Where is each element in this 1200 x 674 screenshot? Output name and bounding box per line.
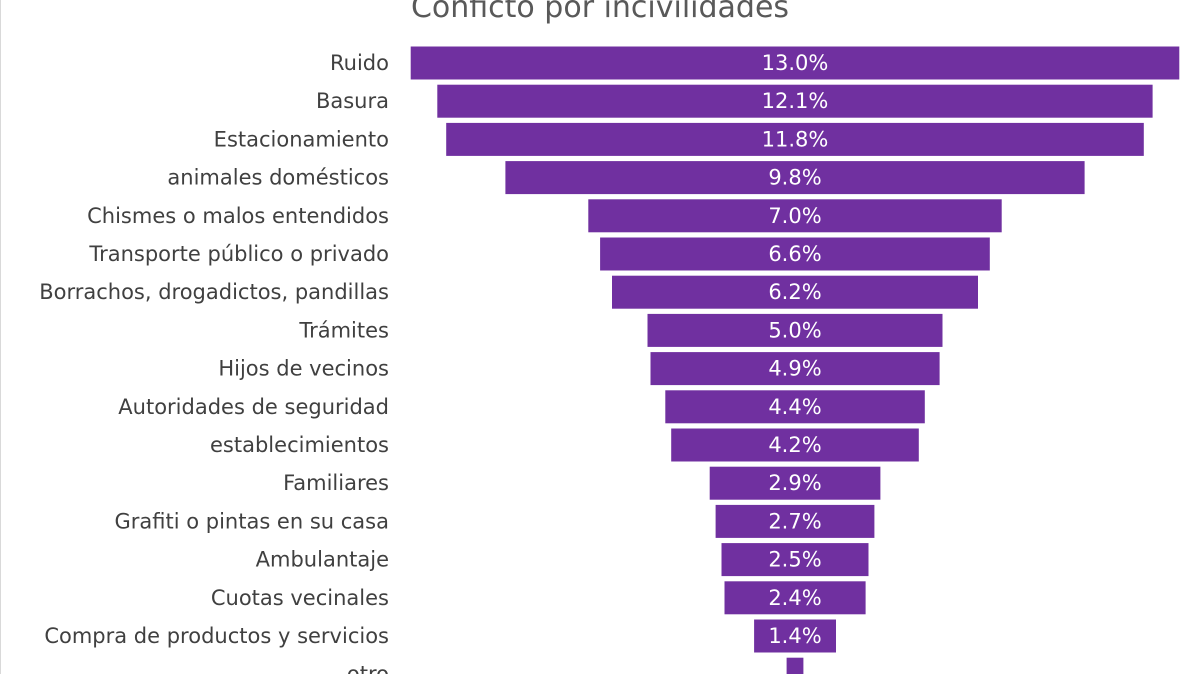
bar-4 <box>587 198 1003 234</box>
data-label: 4.9% <box>768 357 821 381</box>
category-label: establecimientos <box>210 433 389 457</box>
category-label: Familiares <box>283 471 389 495</box>
data-label: 5.0% <box>768 318 821 342</box>
bar-1 <box>436 83 1154 119</box>
bar-5 <box>599 236 991 272</box>
chart-title: Conficto por incivilidades <box>411 0 789 25</box>
category-label: Compra de productos y servicios <box>44 624 389 648</box>
bar-14 <box>723 580 867 616</box>
category-label: Ambulantaje <box>256 548 389 572</box>
data-label: 13.0% <box>762 51 829 75</box>
bar-16 <box>785 656 805 674</box>
category-label: Hijos de vecinos <box>218 357 389 381</box>
data-label: 6.2% <box>768 280 821 304</box>
data-labels: 13.0% 12.1% 11.8% 9.8% 7.0% 6.6% 6.2% 5.0% 4.9% 4… <box>762 51 829 648</box>
category-label: Ruido <box>330 51 389 75</box>
bar-6 <box>611 274 979 310</box>
bar-15 <box>753 618 837 654</box>
category-label: Transporte público o privado <box>88 242 389 266</box>
data-label: 2.4% <box>768 586 821 610</box>
category-label: Basura <box>316 89 389 113</box>
category-label: animales domésticos <box>167 166 389 190</box>
category-label: Autoridades de seguridad <box>118 395 389 419</box>
bar-10 <box>670 427 920 463</box>
category-label: Chismes o malos entendidos <box>87 204 389 228</box>
category-label: Grafiti o pintas en su casa <box>114 509 389 533</box>
data-label: 1.4% <box>768 624 821 648</box>
category-label: otro <box>347 662 389 674</box>
data-label: 2.7% <box>768 509 821 533</box>
category-labels: Ruido Basura Estacionamiento animales domés… <box>39 51 389 674</box>
bar-9 <box>664 389 926 425</box>
category-label: Cuotas vecinales <box>211 586 389 610</box>
bar-13 <box>720 542 870 578</box>
data-label: 12.1% <box>762 89 829 113</box>
data-label: 6.6% <box>768 242 821 266</box>
bar-7 <box>646 312 944 348</box>
bar-11 <box>708 465 882 501</box>
data-label: 4.4% <box>768 395 821 419</box>
bar-8 <box>649 351 941 387</box>
bar-0 <box>409 45 1181 81</box>
bar-3 <box>504 160 1086 196</box>
data-label: 2.5% <box>768 548 821 572</box>
category-label: Trámites <box>298 318 389 342</box>
bar-2 <box>445 121 1145 157</box>
data-label: 11.8% <box>762 127 829 151</box>
data-label: 9.8% <box>768 166 821 190</box>
category-label: Estacionamiento <box>214 127 389 151</box>
data-label: 7.0% <box>768 204 821 228</box>
bar-12 <box>714 503 876 539</box>
bars-layer <box>409 45 1181 674</box>
category-label: Borrachos, drogadictos, pandillas <box>39 280 389 304</box>
data-label: 4.2% <box>768 433 821 457</box>
data-label: 2.9% <box>768 471 821 495</box>
